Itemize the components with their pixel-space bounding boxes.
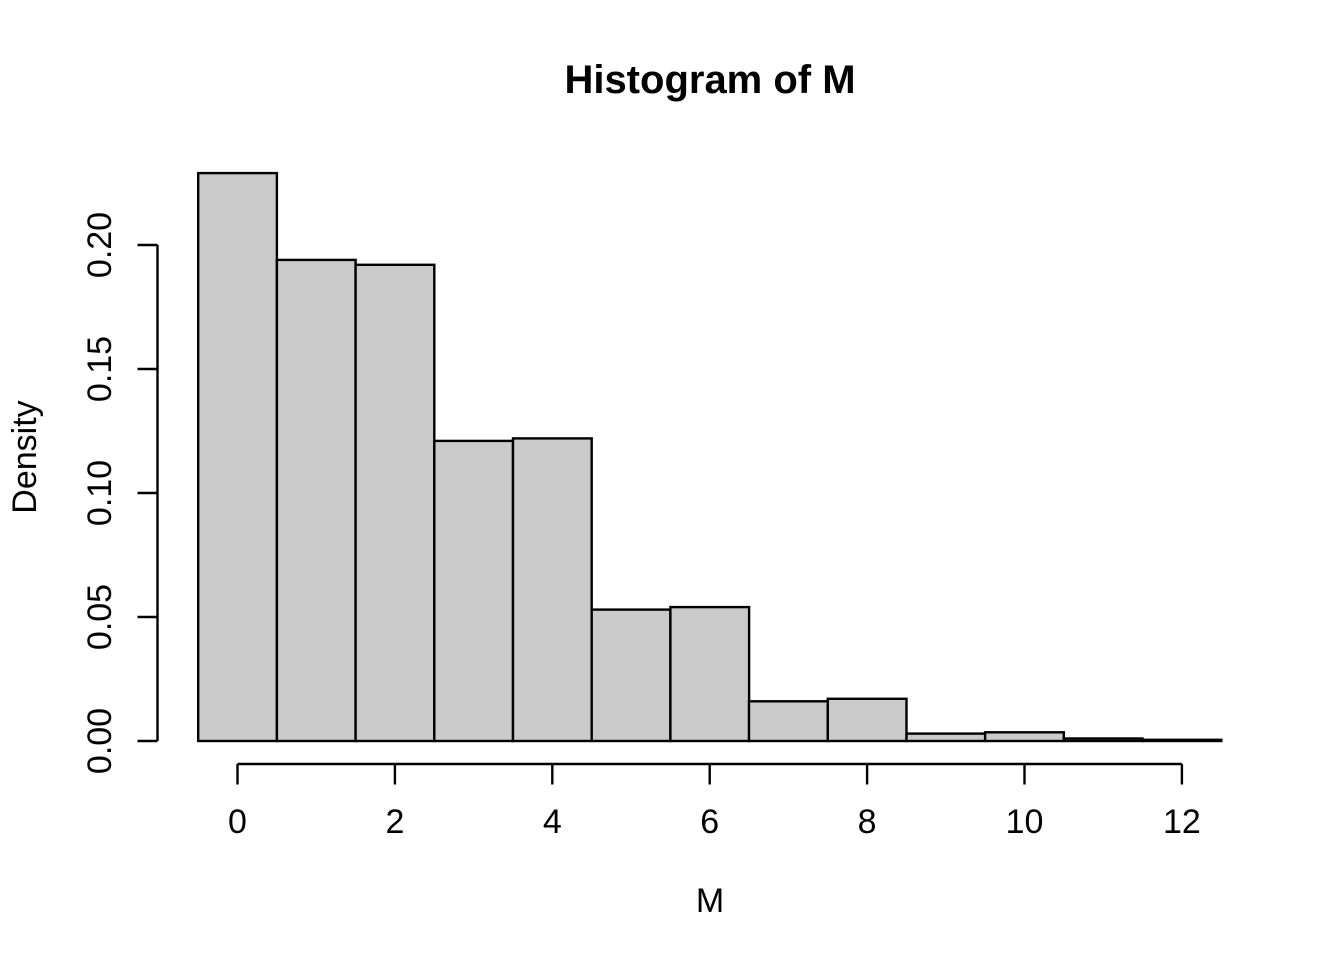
x-axis-tick-label: 0: [228, 803, 247, 841]
y-axis-title: Density: [6, 400, 44, 513]
histogram-bar: [1141, 738, 1223, 743]
histogram-bar: [196, 171, 279, 743]
histogram-bar: [1062, 737, 1144, 743]
histogram-bar: [354, 263, 436, 743]
x-axis-tick-label: 10: [1006, 803, 1044, 841]
histogram-bar: [275, 258, 357, 743]
x-axis-tick-label: 2: [385, 803, 404, 841]
histogram-bar: [826, 697, 908, 743]
chart-title: Histogram of M: [564, 58, 855, 102]
x-axis-tick-label: 12: [1163, 803, 1201, 841]
x-axis-tick-label: 6: [700, 803, 719, 841]
y-axis-tick-label: 0.10: [81, 460, 119, 526]
histogram-bar: [511, 437, 593, 743]
y-axis-tick-label: 0.20: [81, 212, 119, 278]
x-axis-tick-label: 8: [858, 803, 877, 841]
y-axis-tick-label: 0.05: [81, 584, 119, 650]
histogram-bar: [669, 605, 751, 743]
histogram-bar: [590, 608, 672, 743]
y-axis-tick-label: 0.15: [81, 336, 119, 402]
histogram-bar: [747, 700, 829, 743]
histogram-bar: [433, 439, 515, 743]
x-axis-tick-label: 4: [543, 803, 562, 841]
y-axis-tick-label: 0.00: [81, 708, 119, 774]
histogram-bar: [905, 732, 987, 743]
x-axis-title: M: [696, 882, 724, 920]
histogram-bar: [983, 731, 1065, 743]
